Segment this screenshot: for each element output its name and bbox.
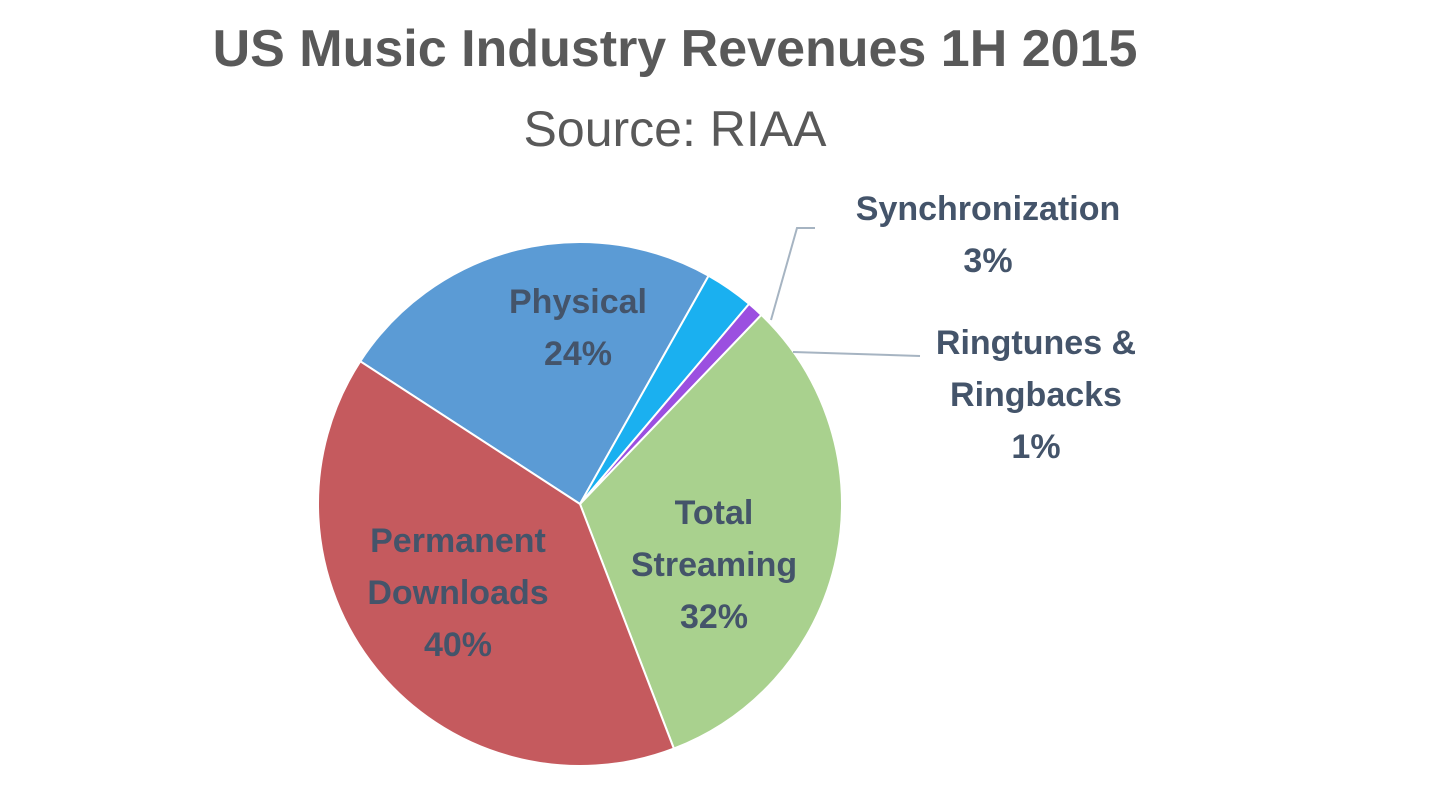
pie-slice-permanent-downloads	[317, 359, 676, 767]
slice-labels: Physical 24%Synchronization 3%Ringtunes & R…	[367, 190, 1136, 664]
slice-category-label: Streaming	[631, 546, 797, 584]
slice-value-label: 32%	[680, 598, 748, 636]
slice-category-label: Synchronization	[856, 190, 1120, 228]
pie-slice-physical	[358, 241, 710, 506]
pie-slices	[317, 241, 843, 767]
chart-subtitle: Source: RIAA	[524, 101, 828, 157]
slice-category-label: Downloads	[367, 574, 548, 612]
slice-value-label: 24%	[544, 335, 612, 373]
slice-label: Total Streaming 32%	[631, 494, 797, 636]
slice-category-label: Ringtunes &	[936, 324, 1136, 362]
slice-label: Physical 24%	[509, 283, 647, 373]
leader-line	[770, 227, 815, 321]
leader-lines	[770, 227, 921, 357]
slice-category-label: Total	[675, 494, 754, 532]
slice-value-label: 1%	[1011, 428, 1060, 466]
slice-value-label: 40%	[424, 626, 492, 664]
slice-label: Synchronization 3%	[856, 190, 1120, 280]
slice-category-label: Ringbacks	[950, 376, 1122, 414]
slice-category-label: Physical	[509, 283, 647, 321]
pie-slice-total-streaming	[578, 313, 843, 750]
slice-label: Ringtunes & Ringbacks 1%	[936, 324, 1136, 466]
slice-value-label: 3%	[963, 242, 1012, 280]
chart-title: US Music Industry Revenues 1H 2015	[213, 20, 1138, 78]
leader-line	[792, 351, 921, 357]
slice-label: Permanent Downloads 40%	[367, 522, 548, 664]
slice-category-label: Permanent	[370, 522, 546, 560]
